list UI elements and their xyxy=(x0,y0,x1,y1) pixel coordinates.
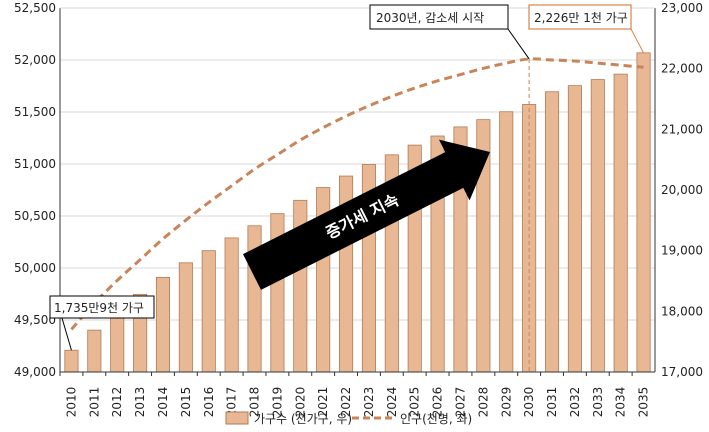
x-tick-label: 2018 xyxy=(248,387,262,418)
x-tick-label: 2027 xyxy=(453,387,467,418)
x-tick-label: 2028 xyxy=(476,387,490,418)
callout-start-text: 1,735만9천 가구 xyxy=(54,300,144,315)
left-tick-label: 49,500 xyxy=(14,313,56,327)
right-tick-label: 22,000 xyxy=(661,62,703,76)
population-line xyxy=(70,57,644,331)
bar xyxy=(224,237,239,373)
legend-bar-swatch xyxy=(225,411,249,425)
left-tick-label: 49,000 xyxy=(14,365,56,379)
callout-peak: 2030년, 감소세 시작 xyxy=(369,4,530,372)
left-tick-label: 50,000 xyxy=(14,261,56,275)
right-tick-label: 17,000 xyxy=(661,365,703,379)
x-tick-label: 2033 xyxy=(591,387,605,418)
x-tick-label: 2010 xyxy=(64,387,78,418)
bar xyxy=(544,91,560,373)
bar xyxy=(110,311,125,373)
bar xyxy=(87,329,102,373)
x-tick-label: 2012 xyxy=(110,387,124,418)
x-tick-label: 2011 xyxy=(87,387,101,418)
callout-end-text: 2,226만 1천 가구 xyxy=(534,10,628,25)
x-tick-label: 2024 xyxy=(385,387,399,418)
callout-start: 1,735만9천 가구 xyxy=(49,295,155,351)
x-tick-label: 2014 xyxy=(156,387,170,418)
x-tick-label: 2019 xyxy=(270,387,284,418)
legend: 가구수 (천가구, 우) 인구(천명, 좌) xyxy=(225,411,472,426)
x-tick-label: 2029 xyxy=(499,387,513,418)
right-tick-label: 21,000 xyxy=(661,122,703,136)
bar xyxy=(567,85,582,373)
x-tick-label: 2034 xyxy=(614,387,628,418)
bar xyxy=(155,276,171,373)
right-tick-label: 18,000 xyxy=(661,304,703,318)
right-axis-ticks: 17,000 18,000 19,000 20,000 21,000 22,000 23,0… xyxy=(661,1,703,379)
x-tick-label: 2025 xyxy=(408,387,422,418)
grid-lines xyxy=(60,7,655,321)
left-tick-label: 51,000 xyxy=(14,157,56,171)
x-tick-label: 2031 xyxy=(545,387,559,418)
right-tick-label: 23,000 xyxy=(661,1,703,15)
x-tick-label: 2020 xyxy=(293,387,307,418)
left-axis-ticks: 49,000 49,500 50,000 50,500 51,000 51,500 52,0… xyxy=(14,1,56,379)
bar xyxy=(64,349,79,373)
bar xyxy=(590,79,605,373)
x-tick-label: 2035 xyxy=(637,387,651,418)
right-tick-label: 20,000 xyxy=(661,183,703,197)
bar xyxy=(613,73,628,373)
bar xyxy=(178,262,193,373)
x-tick-label: 2026 xyxy=(431,387,445,418)
bar xyxy=(201,250,216,373)
x-axis-ticks: 2010 2011 2012 2013 2014 2015 2016 2017 2018 2019… xyxy=(59,372,651,418)
legend-bar-label: 가구수 (천가구, 우) xyxy=(254,411,352,426)
x-tick-label: 2015 xyxy=(179,387,193,418)
x-tick-label: 2021 xyxy=(316,387,330,418)
x-tick-label: 2017 xyxy=(225,387,239,418)
callout-peak-text: 2030년, 감소세 시작 xyxy=(376,11,484,25)
legend-line-label: 인구(천명, 좌) xyxy=(400,411,472,426)
x-tick-label: 2016 xyxy=(202,387,216,418)
callout-end: 2,226만 1천 가구 xyxy=(528,4,645,54)
right-tick-label: 19,000 xyxy=(661,244,703,258)
x-tick-label: 2022 xyxy=(339,387,353,418)
left-tick-label: 52,500 xyxy=(14,1,56,15)
left-tick-label: 52,000 xyxy=(14,53,56,67)
bar xyxy=(636,52,651,373)
x-tick-label: 2030 xyxy=(522,387,536,418)
x-tick-label: 2013 xyxy=(133,387,147,418)
bar xyxy=(499,111,514,373)
left-tick-label: 51,500 xyxy=(14,105,56,119)
x-tick-label: 2032 xyxy=(568,387,582,418)
left-tick-label: 50,500 xyxy=(14,209,56,223)
x-tick-label: 2023 xyxy=(362,387,376,418)
